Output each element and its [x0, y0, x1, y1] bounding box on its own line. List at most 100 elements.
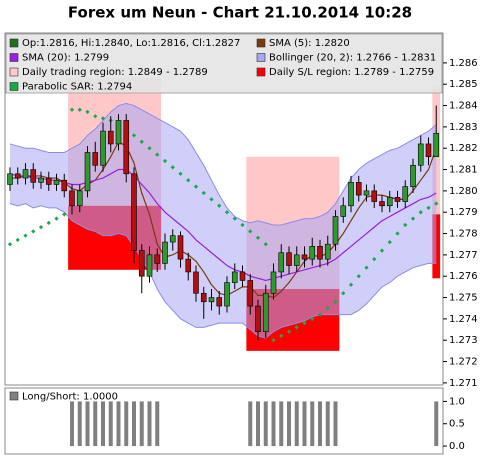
bar [302, 401, 307, 447]
candle-body [131, 173, 137, 251]
sar-dot [317, 312, 323, 317]
legend-label: Op:1.2816, Hi:1.2840, Lo:1.2816, Cl:1.28… [22, 38, 240, 49]
sar-dot [232, 216, 237, 221]
legend-label: Bollinger (20, 2): 1.2766 - 1.2831 [269, 53, 436, 64]
sar-dot [356, 274, 361, 279]
bar [287, 401, 291, 447]
bar [263, 401, 268, 447]
sar-dot [54, 216, 59, 221]
candle-body [146, 254, 153, 277]
bar [93, 401, 98, 447]
candle-body [340, 205, 347, 217]
candle-body [247, 280, 254, 307]
sar-dot [62, 212, 67, 217]
y-tick-label: 1.279 [449, 207, 478, 218]
sar-dot [224, 210, 230, 215]
sar-dot [255, 235, 261, 240]
bar [325, 401, 330, 447]
legend-label: Daily trading region: 1.2849 - 1.2789 [22, 67, 208, 78]
sar-dot [217, 203, 222, 208]
bar [101, 401, 105, 447]
bar [124, 401, 129, 447]
candle-body [402, 186, 409, 202]
candle-body [301, 254, 308, 260]
sma-line [10, 140, 437, 299]
candle-body [348, 182, 354, 207]
sar-dot [395, 231, 400, 236]
candle-body [433, 132, 440, 158]
sar-dot [186, 178, 191, 183]
candle-body [38, 177, 44, 183]
candle-body [84, 152, 91, 192]
bollinger-fill [10, 103, 437, 339]
sar-dot [147, 146, 152, 151]
bar [256, 401, 260, 447]
y-tick-label: 1.286 [449, 58, 478, 69]
candle-body [45, 177, 52, 185]
candle-body [317, 246, 323, 260]
candle-body [154, 254, 161, 264]
y-tick-label: 1.276 [449, 271, 478, 282]
y-tick-label: 1.283 [449, 122, 478, 133]
candle-body [270, 271, 277, 294]
legend-swatch [256, 38, 266, 48]
legend-label: SMA (5): 1.2820 [269, 38, 350, 49]
sar-dot [426, 205, 431, 211]
legend-swatch [256, 53, 266, 62]
candle-body [293, 254, 300, 266]
sar-dot [248, 229, 253, 234]
bollinger-lower [9, 203, 437, 339]
sar-dot [302, 321, 307, 326]
bar [85, 401, 90, 447]
candle-body [417, 143, 424, 166]
sar-dot [434, 201, 439, 206]
legend-swatch [9, 82, 19, 91]
sar-dot [23, 233, 28, 238]
y-tick-label: 1.0 [449, 396, 465, 407]
candle-body [371, 190, 378, 202]
bar [139, 401, 144, 447]
candle-body [107, 130, 114, 145]
bar [248, 401, 253, 447]
bar [318, 401, 322, 447]
candle-body [386, 196, 393, 207]
sar-dot [69, 107, 75, 112]
y-tick-label: 1.278 [449, 229, 478, 240]
candle-body [262, 292, 269, 332]
sar-dot [240, 222, 245, 228]
sar-dot [46, 220, 51, 225]
candle-body [185, 258, 192, 273]
y-tick-label: 1.275 [449, 293, 478, 304]
candle-body [309, 246, 316, 260]
sar-dot [341, 291, 346, 296]
candle-body [216, 297, 223, 307]
bar [333, 401, 338, 447]
sma-line [9, 168, 437, 282]
candle-body [410, 164, 416, 187]
legend-swatch [9, 391, 19, 401]
legend-swatch [9, 38, 19, 48]
sar-dot [263, 242, 268, 247]
sar-dot [7, 242, 13, 247]
bar [294, 401, 299, 447]
bar [155, 401, 160, 447]
candle-body [92, 152, 99, 166]
candle-body [162, 241, 168, 264]
bar [77, 401, 82, 447]
bar [108, 401, 113, 447]
y-tick-label: 1.271 [449, 378, 478, 389]
bar [279, 401, 284, 447]
candle-body [22, 169, 29, 179]
sar-dot [155, 152, 160, 157]
candle-body [76, 190, 83, 207]
sar-dot [85, 109, 90, 115]
y-tick-label: 1.274 [449, 314, 478, 325]
sar-dot [325, 306, 330, 311]
legend-swatch [256, 67, 266, 77]
sar-dot [193, 184, 199, 189]
sar-dot [31, 229, 36, 234]
candle-body [14, 173, 21, 179]
candle-body [324, 243, 331, 260]
y-tick-label: 1.273 [449, 335, 478, 346]
sar-dot [348, 282, 354, 287]
